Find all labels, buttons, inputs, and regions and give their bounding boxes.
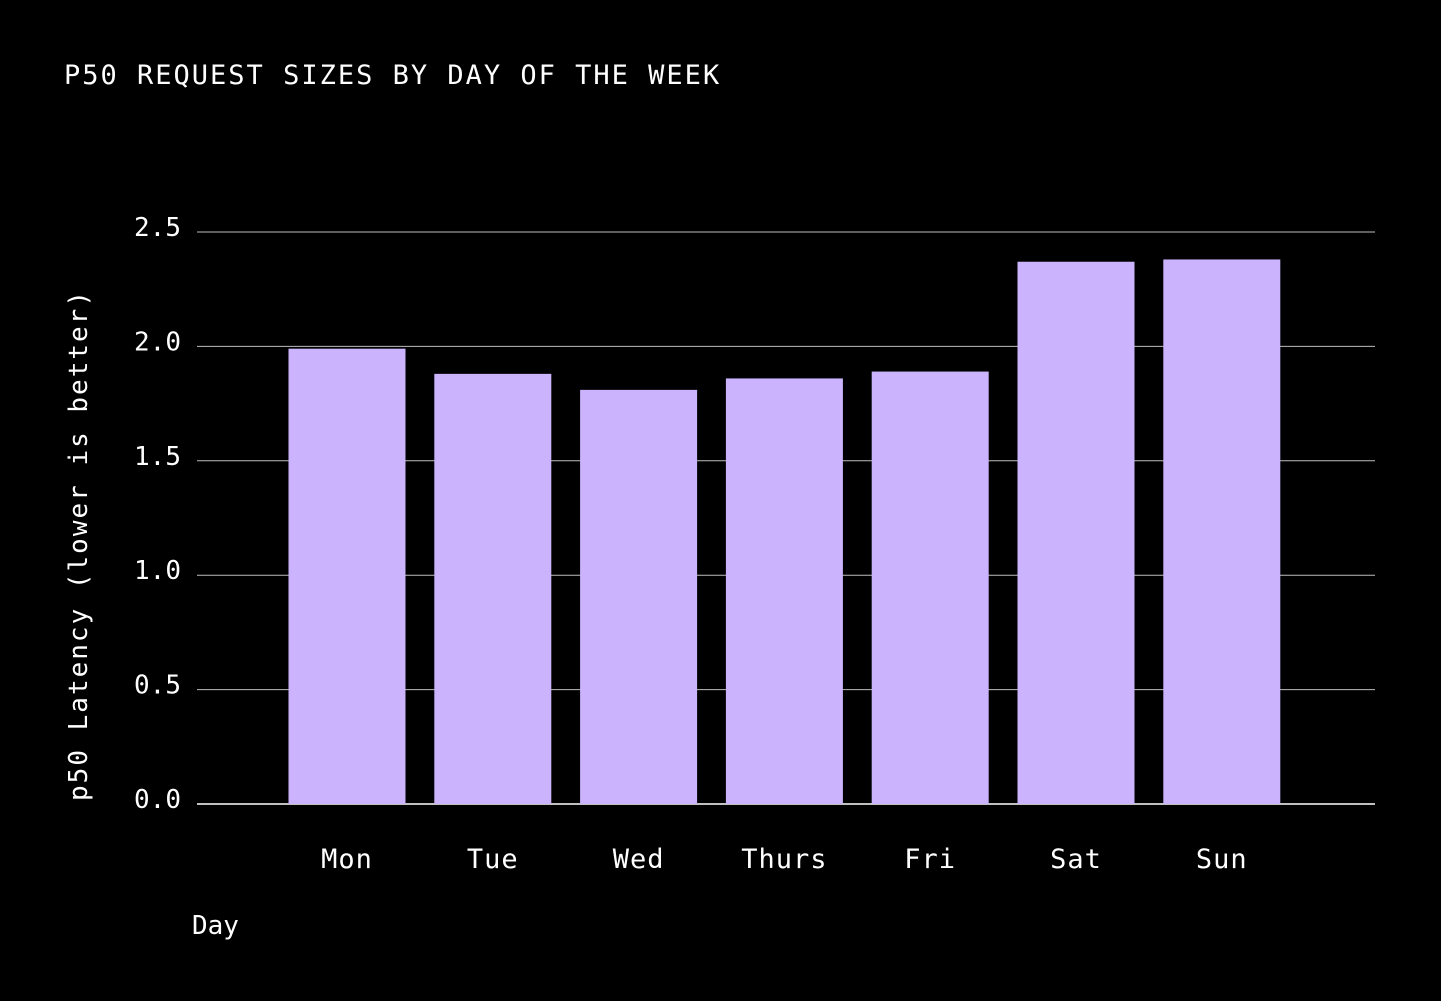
bar-tue bbox=[434, 373, 552, 804]
y-tick-label: 0.5 bbox=[134, 671, 181, 701]
x-axis-label: Day bbox=[192, 911, 239, 941]
x-tick-label: Thurs bbox=[741, 844, 827, 875]
y-axis-label: p50 Latency (lower is better) bbox=[64, 289, 94, 801]
bar-sun bbox=[1163, 259, 1281, 804]
x-axis-ticks: Mon Tue Wed Thurs Fri Sat Sun bbox=[321, 844, 1248, 875]
y-tick-label: 1.0 bbox=[134, 556, 181, 586]
y-axis-ticks: 0.0 0.5 1.0 1.5 2.0 2.5 bbox=[134, 213, 181, 815]
bar-sat bbox=[1017, 261, 1135, 804]
bars bbox=[288, 259, 1281, 804]
bar-wed bbox=[580, 389, 698, 804]
y-tick-label: 1.5 bbox=[134, 442, 181, 472]
y-tick-label: 2.5 bbox=[134, 213, 181, 243]
bar-thurs bbox=[725, 378, 843, 804]
x-tick-label: Sun bbox=[1196, 844, 1248, 875]
x-tick-label: Mon bbox=[321, 844, 373, 875]
y-tick-label: 2.0 bbox=[134, 327, 181, 357]
x-tick-label: Tue bbox=[467, 844, 519, 875]
x-tick-label: Wed bbox=[613, 844, 665, 875]
bar-fri bbox=[871, 371, 989, 804]
bar-mon bbox=[288, 348, 406, 804]
y-tick-label: 0.0 bbox=[134, 785, 181, 815]
x-tick-label: Sat bbox=[1050, 844, 1102, 875]
x-tick-label: Fri bbox=[904, 844, 956, 875]
chart-title: P50 REQUEST SIZES BY DAY OF THE WEEK bbox=[64, 60, 722, 91]
